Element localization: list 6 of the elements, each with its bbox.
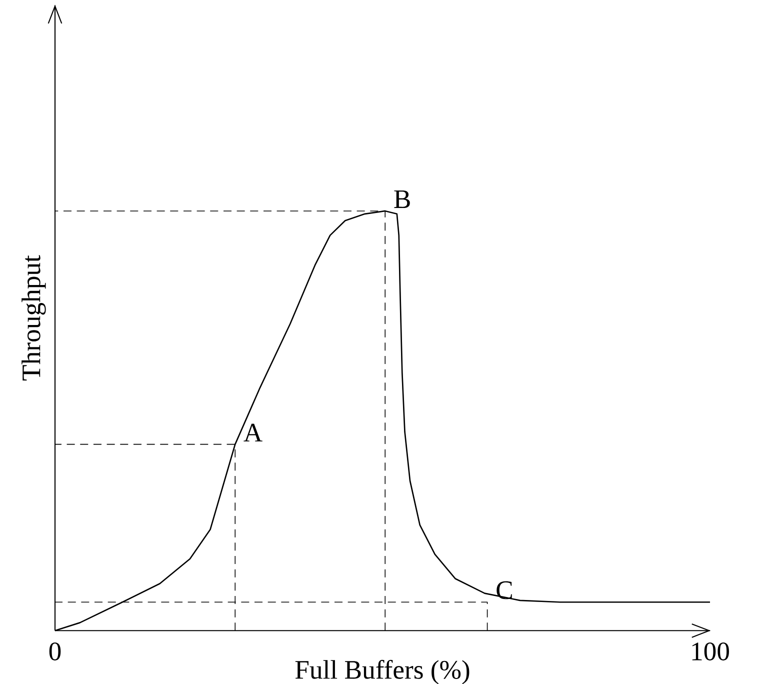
y-axis-title: Throughput bbox=[22, 255, 46, 380]
x-tick-label: 0 bbox=[49, 642, 61, 660]
x-tick-label: 100 bbox=[692, 642, 729, 660]
x-axis-title: Full Buffers (%) bbox=[295, 660, 470, 684]
annotation: B bbox=[394, 190, 410, 208]
annotation: A bbox=[244, 424, 262, 442]
